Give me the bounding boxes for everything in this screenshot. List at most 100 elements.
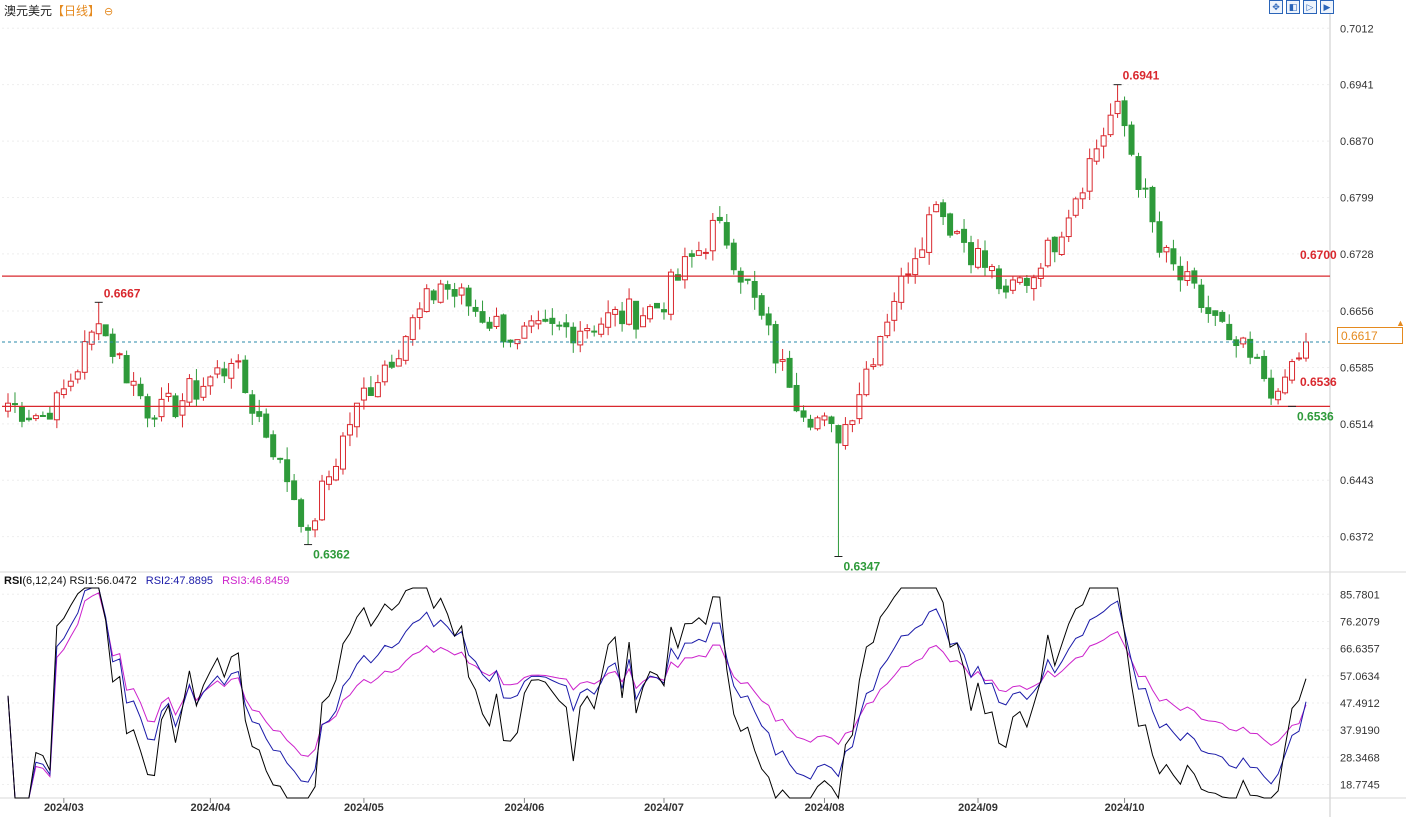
candle-body bbox=[933, 204, 940, 213]
price-tick-label: 0.6656 bbox=[1340, 306, 1374, 318]
candle-body bbox=[312, 520, 319, 531]
rsi-tick-label: 18.7745 bbox=[1340, 779, 1380, 791]
candle-body bbox=[612, 308, 619, 315]
candle-body bbox=[619, 310, 626, 325]
candle-body bbox=[500, 314, 507, 343]
current-price-arrow-icon: ▲ bbox=[1396, 318, 1405, 328]
candle-body bbox=[521, 325, 528, 339]
candle-body bbox=[326, 476, 333, 485]
candle-body bbox=[437, 283, 444, 303]
rsi-panel bbox=[7, 587, 1307, 800]
candle-body bbox=[1093, 148, 1100, 162]
candle-body bbox=[165, 392, 172, 398]
candle-body bbox=[1016, 277, 1023, 283]
candle-body bbox=[1086, 158, 1093, 192]
rsi3-value: RSI3:46.8459 bbox=[222, 575, 290, 587]
candle-body bbox=[751, 280, 758, 298]
candle-body bbox=[305, 527, 312, 531]
price-tick-label: 0.7012 bbox=[1340, 23, 1374, 35]
date-label: 2024/08 bbox=[805, 802, 845, 814]
candle-body bbox=[688, 253, 695, 257]
candle-body bbox=[109, 333, 116, 357]
candle-body bbox=[709, 219, 716, 252]
candle-body bbox=[821, 415, 828, 421]
candle-body bbox=[772, 324, 779, 364]
rsi-tick-label: 37.9190 bbox=[1340, 725, 1380, 737]
candle-body bbox=[765, 313, 772, 326]
candle-body bbox=[1296, 357, 1303, 360]
candle-body bbox=[1058, 236, 1065, 255]
price-tick-label: 0.6728 bbox=[1340, 249, 1374, 261]
candle-body bbox=[416, 308, 423, 319]
rsi-tick-label: 66.6357 bbox=[1340, 644, 1380, 656]
candle-body bbox=[130, 380, 137, 386]
candle-body bbox=[1051, 236, 1058, 253]
candle-body bbox=[598, 323, 605, 335]
candle-body bbox=[1037, 267, 1044, 280]
price-tick-label: 0.6585 bbox=[1340, 362, 1374, 374]
rsi-tick-label: 47.4912 bbox=[1340, 698, 1380, 710]
candle-body bbox=[423, 288, 430, 313]
candle-body bbox=[263, 413, 270, 438]
panel-last-icon[interactable]: ▶ bbox=[1320, 0, 1334, 14]
candles bbox=[5, 84, 1309, 557]
candle-body bbox=[667, 271, 674, 315]
candle-body bbox=[870, 364, 877, 368]
price-tick-label: 0.6941 bbox=[1340, 80, 1374, 92]
candle-body bbox=[193, 380, 200, 400]
annotation-label: 0.6941 bbox=[1123, 69, 1160, 83]
candle-body bbox=[674, 274, 681, 281]
date-label: 2024/06 bbox=[505, 802, 545, 814]
candle-body bbox=[235, 360, 242, 363]
candle-body bbox=[647, 306, 654, 320]
annotation-label: 0.6362 bbox=[313, 548, 350, 562]
rsi3-line bbox=[7, 592, 1307, 799]
panel-right-icon[interactable]: ▷ bbox=[1303, 0, 1317, 14]
candle-body bbox=[835, 425, 842, 444]
candle-body bbox=[319, 480, 326, 521]
candle-body bbox=[1170, 248, 1177, 265]
candle-body bbox=[95, 323, 102, 335]
candle-body bbox=[137, 383, 144, 397]
candle-body bbox=[968, 242, 975, 266]
zoom-out-icon[interactable]: ⊖ bbox=[104, 6, 114, 18]
annotation-label: 0.6667 bbox=[104, 286, 141, 300]
timeframe-label[interactable]: 【日线】 bbox=[52, 4, 101, 18]
candle-body bbox=[1023, 277, 1030, 286]
candle-body bbox=[479, 311, 486, 323]
candle-body bbox=[221, 368, 228, 377]
support-label: 0.6536 bbox=[1300, 375, 1337, 389]
chart-title: 澳元美元【日线】 ⊖ bbox=[4, 2, 113, 19]
candle-body bbox=[898, 275, 905, 303]
candle-body bbox=[1079, 192, 1086, 200]
candle-body bbox=[402, 336, 409, 361]
candle-body bbox=[11, 403, 18, 406]
candle-body bbox=[25, 417, 32, 421]
candle-body bbox=[409, 317, 416, 340]
candle-body bbox=[1149, 186, 1156, 223]
date-label: 2024/07 bbox=[644, 802, 684, 814]
candle-body bbox=[486, 321, 493, 329]
expand-icon[interactable]: ✥ bbox=[1269, 0, 1283, 14]
candle-body bbox=[1044, 239, 1051, 267]
candle-body bbox=[577, 330, 584, 346]
date-label: 2024/09 bbox=[958, 802, 998, 814]
candle-body bbox=[81, 341, 88, 373]
candle-body bbox=[730, 242, 737, 271]
candle-body bbox=[1135, 156, 1142, 190]
price-tick-label: 0.6799 bbox=[1340, 192, 1374, 204]
candle-body bbox=[1261, 355, 1268, 380]
candle-body bbox=[975, 247, 982, 268]
panel-left-icon[interactable]: ◧ bbox=[1286, 0, 1300, 14]
candle-body bbox=[472, 306, 479, 312]
candle-body bbox=[807, 418, 814, 428]
candle-body bbox=[256, 411, 263, 417]
toolbar: ✥ ◧ ▷ ▶ bbox=[1269, 0, 1334, 14]
date-label: 2024/03 bbox=[44, 802, 84, 814]
rsi1-line bbox=[7, 587, 1307, 800]
candle-body bbox=[1100, 135, 1107, 147]
candle-body bbox=[291, 480, 298, 501]
candle-body bbox=[18, 406, 25, 422]
